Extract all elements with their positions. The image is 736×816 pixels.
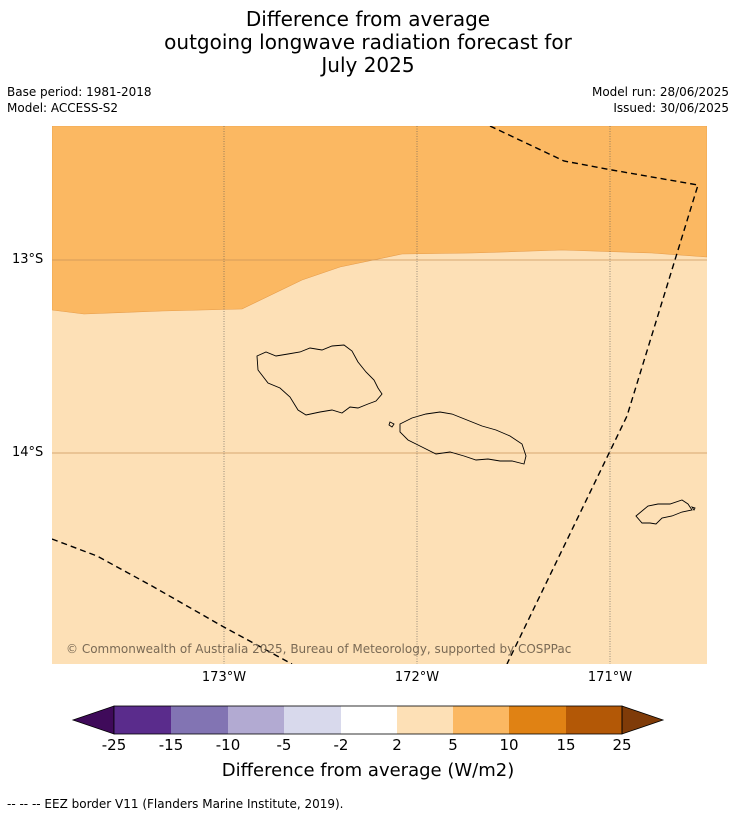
manono-islet bbox=[388, 421, 395, 428]
eez-footnote: -- -- -- EEZ border V11 (Flanders Marine… bbox=[7, 797, 344, 811]
colorbar-tick: -25 bbox=[101, 736, 127, 754]
copyright-notice: © Commonwealth of Australia 2025, Bureau… bbox=[66, 642, 572, 656]
lat-label-14s: 14°S bbox=[12, 445, 44, 460]
lon-label-171w: 171°W bbox=[587, 670, 633, 685]
colorbar-tick: -15 bbox=[158, 736, 184, 754]
colorbar-tick: 10 bbox=[499, 736, 519, 754]
colorbar-min-extension bbox=[71, 705, 115, 735]
aunuu-islet bbox=[690, 506, 696, 511]
colorbar-bin-5-10 bbox=[453, 706, 509, 734]
title-line-3: July 2025 bbox=[321, 53, 415, 77]
colorbar-outline bbox=[113, 705, 623, 735]
colorbar-tick: 15 bbox=[556, 736, 576, 754]
lon-label-172w: 172°W bbox=[394, 670, 440, 685]
meta-left: Base period: 1981-2018 Model: ACCESS-S2 bbox=[7, 84, 152, 116]
chart-title: Difference from average outgoing longwav… bbox=[0, 8, 736, 77]
map-panel: © Commonwealth of Australia 2025, Bureau… bbox=[52, 126, 707, 664]
title-line-2: outgoing longwave radiation forecast for bbox=[164, 30, 572, 54]
colorbar-tick: 25 bbox=[612, 736, 632, 754]
map-canvas bbox=[52, 126, 707, 664]
colorbar-bin-neg5-neg2 bbox=[284, 706, 341, 734]
colorbar-label: Difference from average (W/m2) bbox=[221, 760, 515, 781]
tutuila-island bbox=[635, 499, 693, 525]
colorbar-bin-neg15-neg10 bbox=[171, 706, 228, 734]
lat-label-13s: 13°S bbox=[12, 252, 44, 267]
base-period: Base period: 1981-2018 bbox=[7, 85, 152, 99]
colorbar bbox=[71, 705, 665, 735]
parallels bbox=[52, 259, 707, 454]
colorbar-bin-neg10-neg5 bbox=[228, 706, 284, 734]
eez-border bbox=[52, 126, 699, 664]
eez-border-upper bbox=[489, 126, 699, 664]
colorbar-bin-2-5 bbox=[397, 706, 453, 734]
model-run: Model run: 28/06/2025 bbox=[591, 85, 729, 99]
lon-label-173w: 173°W bbox=[201, 670, 247, 685]
colorbar-bin-10-15 bbox=[509, 706, 566, 734]
colorbar-tick: -5 bbox=[276, 736, 292, 754]
colorbar-max-extension bbox=[621, 705, 665, 735]
coastlines bbox=[256, 344, 696, 525]
colorbar-tick: -10 bbox=[215, 736, 241, 754]
graticule bbox=[223, 126, 611, 664]
model-name: Model: ACCESS-S2 bbox=[7, 101, 119, 115]
eez-border-lower bbox=[52, 538, 293, 664]
colorbar-bin-15-25 bbox=[566, 706, 622, 734]
upolu-island bbox=[399, 411, 527, 465]
issued-date: Issued: 30/06/2025 bbox=[613, 101, 729, 115]
colorbar-tick: 5 bbox=[448, 736, 458, 754]
colorbar-bin-neg2-2 bbox=[341, 706, 397, 734]
colorbar-tick: -2 bbox=[333, 736, 349, 754]
colorbar-tick: 2 bbox=[392, 736, 402, 754]
upper-anomaly-band bbox=[52, 126, 707, 315]
colorbar-bin-neg25-neg15 bbox=[114, 706, 171, 734]
meta-right: Model run: 28/06/2025 Issued: 30/06/2025 bbox=[592, 84, 729, 116]
title-line-1: Difference from average bbox=[245, 7, 491, 31]
savaii-island bbox=[256, 344, 383, 416]
